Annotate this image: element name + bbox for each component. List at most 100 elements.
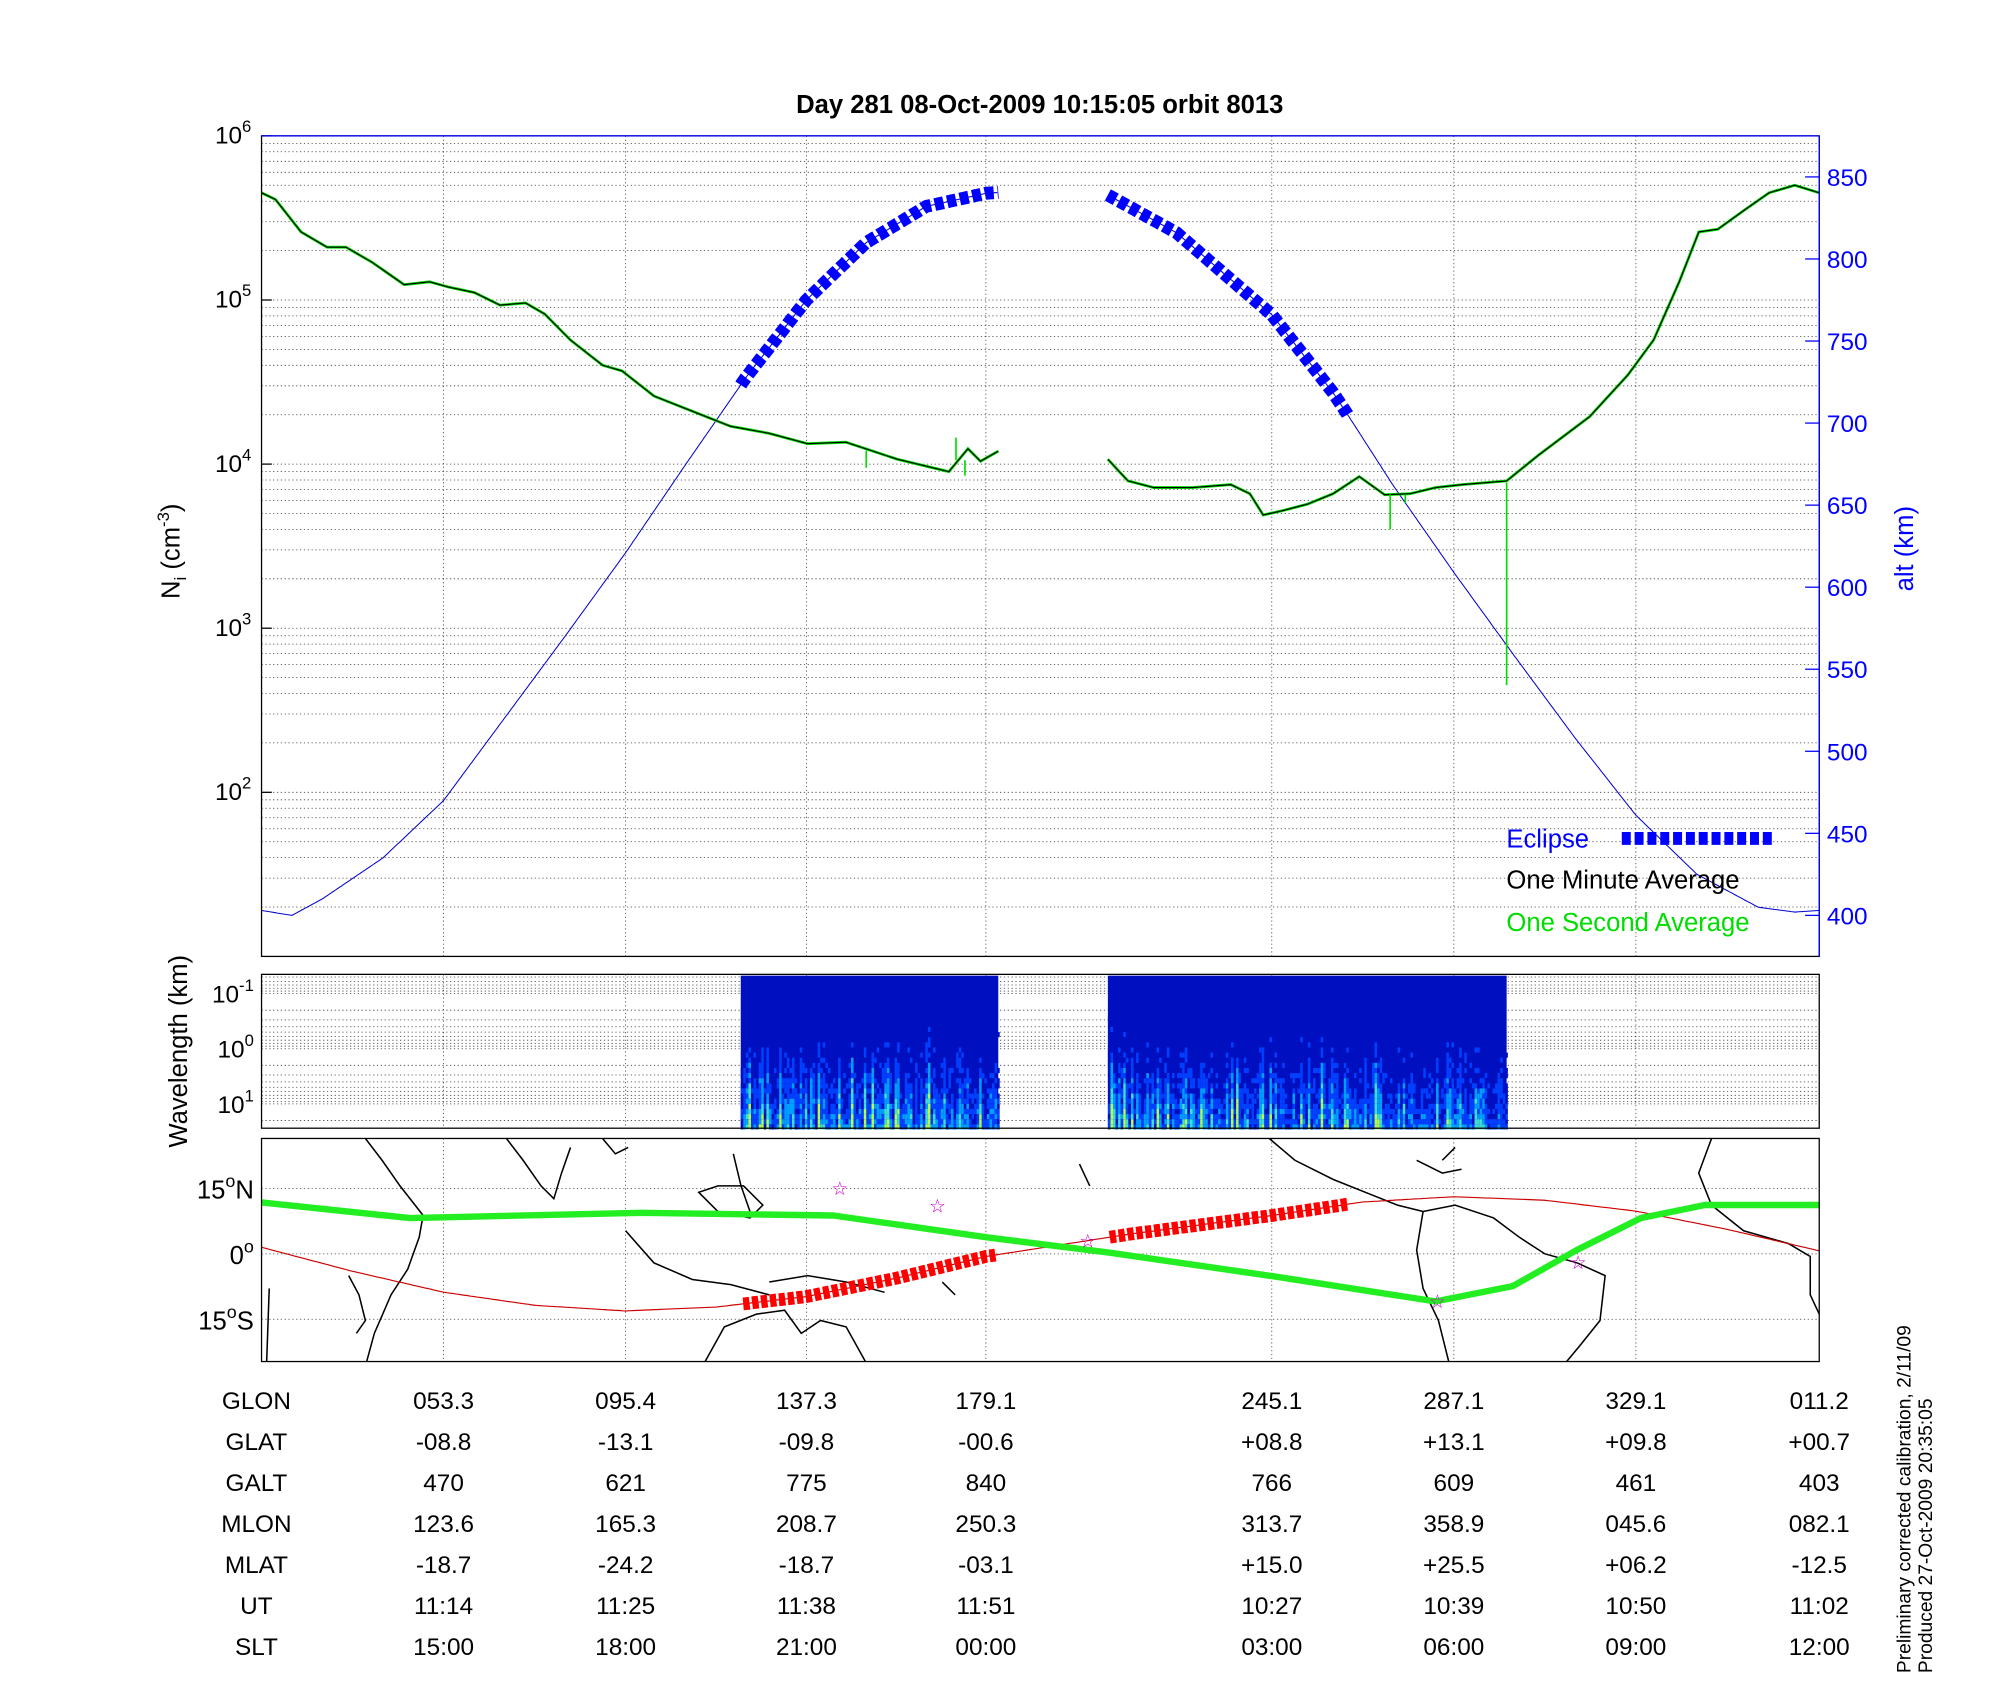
spectrogram-cell (1143, 1073, 1147, 1079)
spectrogram-cell (1264, 1093, 1267, 1099)
spectrogram-cell (1295, 1108, 1298, 1115)
spectrogram-cell (984, 1114, 987, 1120)
spectrogram-cell (768, 1026, 772, 1033)
spectrogram-cell (776, 1073, 780, 1079)
spectrogram-cell (945, 1073, 949, 1079)
spectrogram-cell (1110, 1119, 1114, 1125)
spectrogram-cell (920, 1083, 923, 1089)
spectrogram-cell (1251, 1098, 1255, 1104)
spectrogram-cell (958, 1067, 962, 1074)
spectrogram-cell (1336, 996, 1339, 1002)
spectrogram-cell (1171, 1124, 1175, 1130)
spectrogram-cell (1469, 1083, 1472, 1089)
spectrogram-cell (1346, 1108, 1349, 1115)
spectrogram-cell (1374, 1078, 1378, 1084)
spectrogram-cell (1292, 1103, 1296, 1109)
spectrogram-cell (1382, 1067, 1385, 1074)
spectrogram-cell (1271, 1103, 1275, 1109)
spectrogram-cell (986, 1119, 990, 1125)
spectrogram-cell (1266, 1042, 1270, 1048)
spectrogram-cell (1500, 1067, 1503, 1074)
spectrogram-cell (1484, 1078, 1488, 1084)
spectrogram-cell (1238, 1078, 1242, 1084)
spectrogram-cell (1279, 1083, 1283, 1089)
spectrogram-cell (874, 1119, 877, 1125)
spectrogram-cell (1425, 1093, 1429, 1099)
spectrogram-cell (933, 1016, 936, 1022)
spectrogram-cell (1474, 1088, 1478, 1094)
spectrogram-cell (930, 1108, 934, 1115)
spectrogram-cell (843, 1088, 846, 1094)
spectrogram-cell (792, 1067, 795, 1074)
spectrogram-cell (1218, 1124, 1221, 1130)
table-row-label: GALT (226, 1470, 288, 1497)
spectrogram-cell (845, 1114, 849, 1120)
spectrogram-cell (1107, 1119, 1111, 1125)
spectrogram-cell (1195, 1001, 1198, 1007)
spectrogram-cell (1284, 1026, 1288, 1033)
spectrogram-cell (961, 1067, 964, 1074)
spectrogram-cell (761, 1098, 764, 1104)
spectrogram-cell (1228, 1042, 1231, 1048)
spectrogram-cell (812, 1098, 816, 1104)
spectrogram-cell (1348, 1057, 1352, 1063)
spectrogram-cell (1279, 1088, 1283, 1094)
spectrogram-cell (820, 1083, 823, 1089)
spectrogram-cell (858, 1114, 862, 1120)
spectrogram-cell (1328, 1078, 1331, 1084)
spectrogram-cell (1259, 1011, 1262, 1017)
spectrogram-panel-frame (260, 973, 1820, 1129)
spectrogram-cell (863, 1073, 867, 1079)
spectrogram-cell (1433, 1108, 1437, 1115)
wavelength-tick-label: 100 (218, 1031, 254, 1064)
spectrogram-cell (979, 1103, 982, 1109)
spectrogram-cell (894, 1098, 898, 1104)
spectrogram-cell (1328, 1108, 1331, 1115)
spectrogram-cell (766, 1016, 769, 1022)
spectrogram-cell (1430, 1103, 1434, 1109)
spectrogram-cell (1107, 1073, 1111, 1079)
spectrogram-cell (1333, 1124, 1337, 1130)
spectrogram-cell (1320, 1037, 1324, 1043)
spectrogram-cell (1436, 1114, 1439, 1120)
spectrogram-cell (1397, 1088, 1401, 1094)
spectrogram-cell (1333, 1047, 1337, 1053)
spectrogram-cell (1354, 1073, 1357, 1079)
spectrogram-cell (776, 1114, 780, 1120)
spectrogram-cell (956, 1047, 959, 1053)
spectrogram-cell (1271, 1093, 1275, 1099)
spectrogram-cell (1233, 1098, 1237, 1104)
spectrogram-cell (750, 1088, 754, 1094)
spectrogram-cell (1343, 1067, 1347, 1074)
spectrogram-cell (1487, 1073, 1490, 1079)
spectrogram-cell (881, 1042, 885, 1048)
spectrogram-cell (881, 1119, 885, 1125)
spectrogram-cell (1261, 1108, 1265, 1115)
spectrogram-cell (1410, 1088, 1414, 1094)
spectrogram-cell (1236, 1083, 1239, 1089)
spectrogram-cell (817, 1042, 821, 1048)
tick-base: 10 (218, 1092, 245, 1119)
spectrogram-cell (1233, 1073, 1237, 1079)
spectrogram-cell (853, 1088, 857, 1094)
spectrogram-cell (812, 1124, 816, 1130)
spectrogram-cell (1389, 1067, 1393, 1074)
spectrogram-cell (956, 1037, 959, 1043)
spectrogram-cell (909, 1088, 913, 1094)
spectrogram-cell (1259, 1073, 1262, 1079)
spectrogram-cell (1402, 1057, 1406, 1063)
spectrogram-cell (1243, 1083, 1247, 1089)
spectrogram-cell (789, 1119, 793, 1125)
spectrogram-cell (909, 1093, 913, 1099)
spectrogram-cell (1130, 1052, 1134, 1058)
spectrogram-cell (1410, 1078, 1414, 1084)
spectrogram-cell (789, 1083, 793, 1089)
spectrogram-cell (863, 1057, 867, 1063)
spectrogram-cell (1177, 1108, 1180, 1115)
spectrogram-cell (835, 1108, 839, 1115)
spectrogram-cell (1133, 1103, 1137, 1109)
spectrogram-cell (1128, 1098, 1131, 1104)
spectrogram-cell (766, 1098, 769, 1104)
spectrogram-cell (1148, 1052, 1152, 1058)
spectrogram-cell (1133, 1057, 1137, 1063)
